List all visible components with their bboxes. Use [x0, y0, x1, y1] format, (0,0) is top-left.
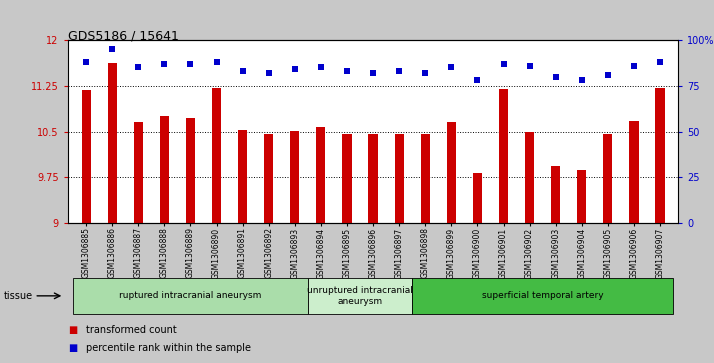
Bar: [73, 278, 308, 314]
Bar: [603, 134, 613, 223]
Bar: [290, 131, 299, 223]
Bar: [264, 134, 273, 223]
Bar: [551, 166, 560, 223]
Text: GDS5186 / 15641: GDS5186 / 15641: [68, 29, 178, 42]
Bar: [421, 134, 430, 223]
Bar: [447, 122, 456, 223]
Text: ■: ■: [68, 343, 77, 354]
Bar: [316, 127, 326, 223]
Bar: [343, 134, 351, 223]
Bar: [160, 116, 169, 223]
Bar: [412, 278, 673, 314]
Bar: [212, 87, 221, 223]
Bar: [186, 118, 195, 223]
Bar: [81, 90, 91, 223]
Text: percentile rank within the sample: percentile rank within the sample: [86, 343, 251, 354]
Text: unruptured intracranial
aneurysm: unruptured intracranial aneurysm: [307, 286, 413, 306]
Bar: [108, 63, 117, 223]
Text: ruptured intracranial aneurysm: ruptured intracranial aneurysm: [119, 291, 261, 300]
Bar: [655, 87, 665, 223]
Bar: [473, 173, 482, 223]
Bar: [629, 121, 638, 223]
Bar: [395, 134, 403, 223]
Text: transformed count: transformed count: [86, 325, 176, 335]
Bar: [525, 132, 534, 223]
Bar: [368, 134, 378, 223]
Text: ■: ■: [68, 325, 77, 335]
Bar: [238, 130, 247, 223]
Text: superficial temporal artery: superficial temporal artery: [482, 291, 603, 300]
Bar: [308, 278, 412, 314]
Text: tissue: tissue: [4, 291, 33, 301]
Bar: [577, 170, 586, 223]
Bar: [499, 89, 508, 223]
Bar: [134, 122, 143, 223]
